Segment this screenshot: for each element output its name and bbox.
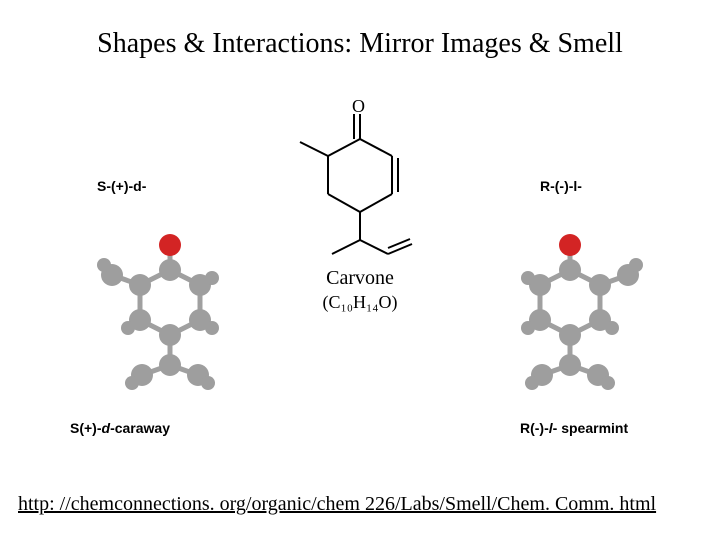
slide-title: Shapes & Interactions: Mirror Images & S… <box>0 28 720 60</box>
molecule-right-svg <box>480 220 660 390</box>
compound-name: Carvone <box>256 266 464 291</box>
structure-caption: Carvone (C₁₀H₁₄O) <box>256 266 464 314</box>
label-spearmint: R(-)-l- spearmint <box>520 420 628 436</box>
label-r-enantiomer: R-(-)-l- <box>540 178 582 194</box>
source-url: http: //chemconnections. org/organic/che… <box>18 493 656 516</box>
caraway-prefix: S(+)- <box>70 420 102 436</box>
spearmint-prefix: R(-)- <box>520 420 549 436</box>
svg-text:O: O <box>352 100 365 116</box>
spearmint-suffix: - spearmint <box>553 420 628 436</box>
molecule-3d-left <box>80 220 260 390</box>
molecule-3d-right <box>480 220 660 390</box>
caraway-suffix: -caraway <box>110 420 170 436</box>
caraway-italic: d <box>102 420 111 436</box>
label-s-enantiomer: S-(+)-d- <box>97 178 146 194</box>
carvone-structure: O Carvone (C₁₀H₁₄O) <box>256 100 464 314</box>
molecule-left-svg <box>80 220 260 390</box>
compound-formula: (C₁₀H₁₄O) <box>256 291 464 314</box>
label-caraway: S(+)-d-caraway <box>70 420 170 436</box>
skeletal-formula-svg: O <box>256 100 464 260</box>
slide: Shapes & Interactions: Mirror Images & S… <box>0 0 720 540</box>
